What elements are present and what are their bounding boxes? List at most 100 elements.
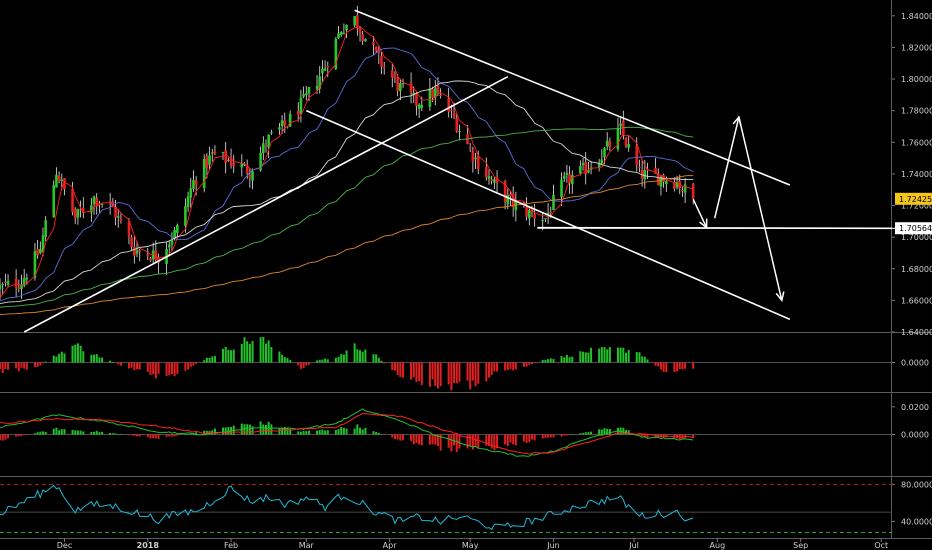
histogram-bar: [222, 427, 224, 435]
y-tick-label: 1.70000: [901, 233, 932, 242]
histogram-bar: [393, 362, 396, 371]
candle-up: [600, 159, 604, 164]
candle-down: [17, 287, 21, 289]
candle-up: [562, 175, 566, 179]
histogram-bar: [224, 427, 227, 435]
histogram-bar: [41, 431, 44, 435]
moving-average-line: [0, 126, 694, 308]
histogram-bar: [547, 434, 550, 438]
candle-down: [530, 210, 534, 213]
histogram-bar: [587, 352, 590, 363]
y-tick-label: 1.72000: [901, 202, 932, 211]
histogram-bar: [251, 426, 254, 435]
candle-up: [627, 144, 630, 148]
histogram-bar: [318, 359, 321, 363]
histogram-bar: [504, 362, 507, 371]
histogram-bar: [321, 359, 324, 363]
histogram-bar: [627, 430, 630, 435]
histogram-bar: [93, 354, 96, 363]
histogram-bar: [485, 434, 488, 446]
histogram-bar: [324, 358, 327, 363]
histogram-bar: [420, 362, 423, 386]
histogram-bar: [412, 434, 415, 445]
histogram-bar: [418, 434, 421, 445]
candle-down: [549, 211, 553, 213]
histogram-bar: [119, 434, 122, 435]
histogram-bar: [1, 362, 4, 373]
histogram-bar: [230, 350, 233, 363]
histogram-bar: [101, 431, 104, 435]
candle-down: [415, 93, 418, 107]
candle-up: [267, 134, 270, 147]
histogram-bar: [334, 357, 337, 363]
histogram-bar: [509, 362, 512, 370]
histogram-bar: [138, 434, 141, 437]
candle-up: [176, 224, 179, 233]
candle-up: [345, 24, 348, 31]
candle-up: [167, 244, 171, 248]
price-label: 1.72425: [899, 195, 932, 204]
histogram-bar: [168, 362, 171, 376]
histogram-bar: [243, 337, 246, 363]
trendline: [354, 9, 791, 186]
histogram-bar: [372, 354, 375, 363]
histogram-bar: [541, 434, 544, 439]
x-tick-label: Mar: [299, 541, 315, 550]
y-tick-label: 1.78000: [901, 107, 932, 116]
candle-up: [546, 213, 550, 216]
histogram-bar: [485, 362, 488, 382]
histogram-bar: [455, 362, 458, 384]
histogram-bar: [17, 362, 20, 372]
histogram-bar: [98, 432, 101, 435]
candle-up: [579, 166, 582, 174]
histogram-bar: [340, 427, 343, 435]
histogram-bar: [74, 430, 77, 435]
price-label-box: [895, 222, 932, 235]
candle-up: [514, 201, 518, 211]
candle-up: [227, 159, 230, 161]
histogram-bar: [130, 434, 133, 436]
histogram-bar: [439, 362, 442, 386]
histogram-bar: [184, 362, 187, 371]
candle-down: [133, 246, 136, 256]
candle-down: [436, 85, 440, 93]
candle-up: [399, 83, 402, 92]
candle-up: [337, 33, 340, 39]
histogram-bar: [584, 432, 587, 435]
candle-up: [364, 39, 367, 42]
histogram-bar: [109, 432, 112, 435]
candle-down: [98, 203, 101, 205]
histogram-bar: [222, 348, 224, 363]
histogram-bar: [76, 343, 79, 363]
projection-arrow: [692, 198, 708, 229]
histogram-bar: [380, 360, 383, 363]
histogram-bar: [176, 434, 179, 436]
histogram-bar: [643, 356, 646, 363]
histogram-bar: [192, 362, 195, 366]
histogram-bar: [165, 362, 168, 376]
histogram-bar: [477, 434, 480, 449]
histogram-bar: [391, 362, 394, 371]
candle-up: [20, 284, 23, 290]
histogram-bar: [41, 362, 44, 364]
candles-group: [0, 5, 695, 300]
histogram-bar: [431, 362, 434, 380]
candle-down: [476, 155, 480, 170]
histogram-bar: [114, 433, 117, 435]
candle-up: [221, 152, 225, 154]
histogram-bar: [622, 427, 625, 435]
histogram-bar: [466, 362, 469, 381]
candle-up: [334, 38, 338, 70]
candle-up: [544, 218, 547, 220]
histogram-bar: [415, 434, 418, 444]
histogram-bar: [598, 429, 601, 435]
histogram-bar: [187, 433, 190, 435]
moving-average-line: [0, 80, 694, 305]
candle-up: [92, 196, 96, 205]
arrowhead: [775, 291, 785, 303]
histogram-bar: [90, 354, 93, 363]
x-tick-label: 2018: [137, 541, 160, 550]
histogram-bar: [117, 362, 120, 365]
candle-up: [552, 194, 555, 211]
y-tick-label: 1.84000: [901, 12, 932, 21]
